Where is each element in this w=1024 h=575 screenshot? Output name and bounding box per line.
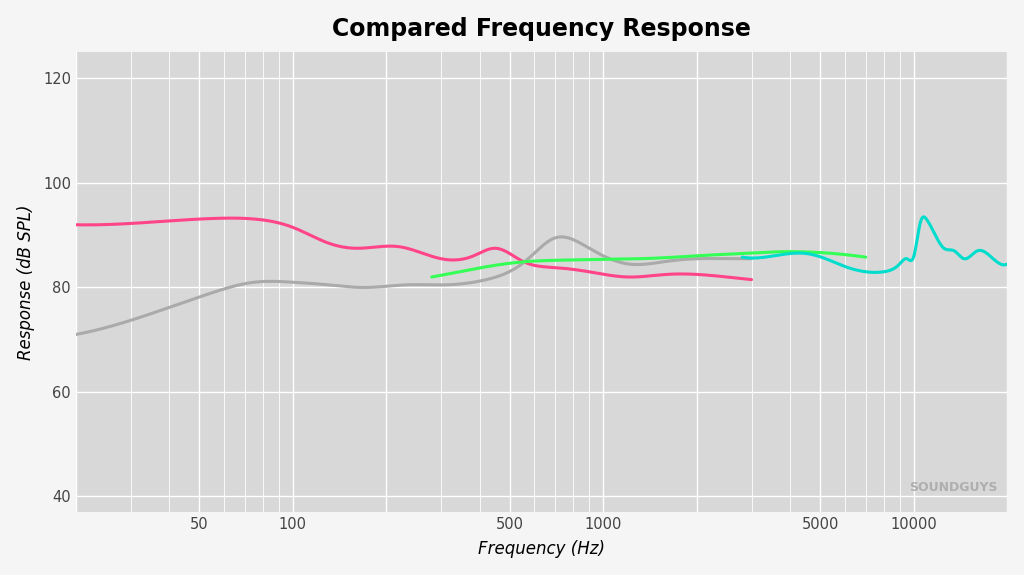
Y-axis label: Response (dB SPL): Response (dB SPL) [16,205,35,360]
X-axis label: Frequency (Hz): Frequency (Hz) [478,540,605,558]
Text: SOUNDGUYS: SOUNDGUYS [909,481,998,494]
Title: Compared Frequency Response: Compared Frequency Response [332,17,751,41]
